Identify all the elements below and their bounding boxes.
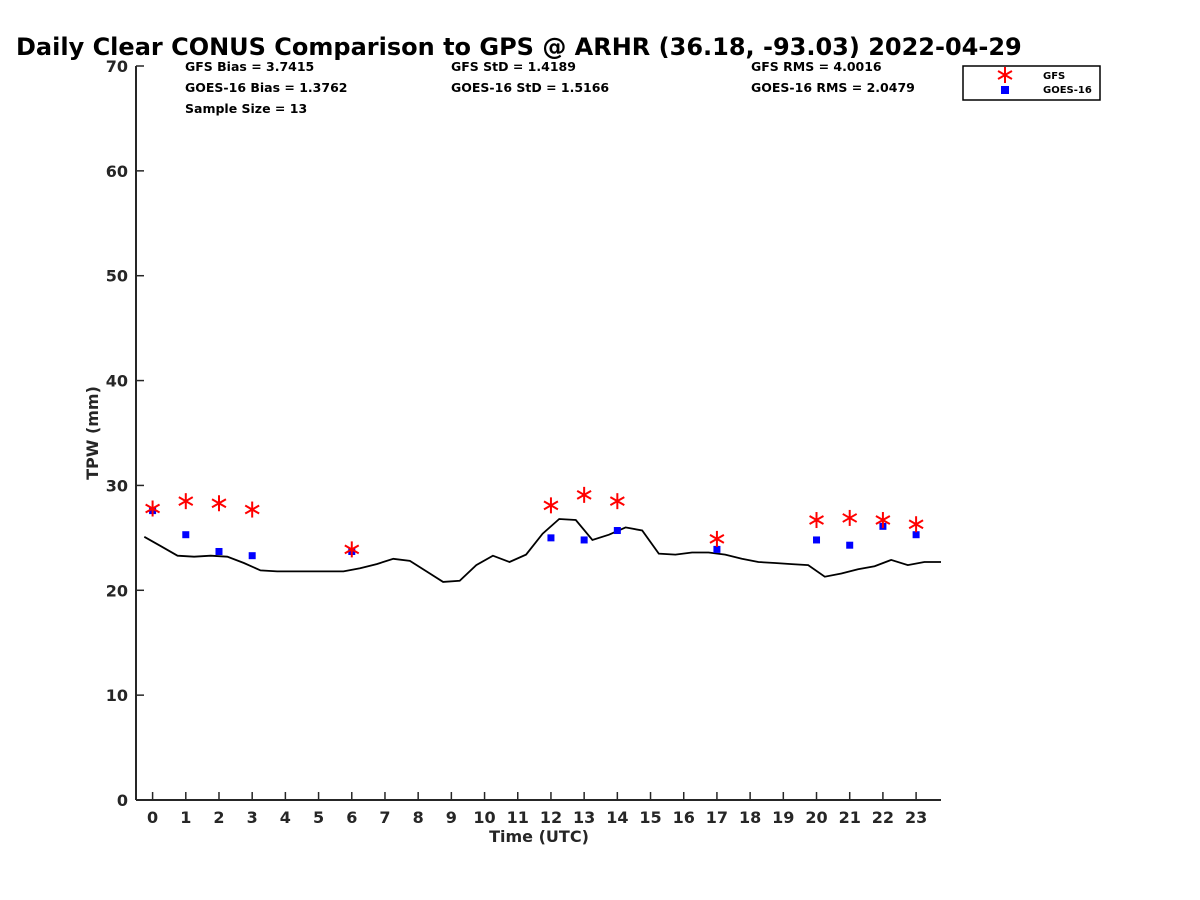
x-tick-label: 12 (540, 808, 562, 827)
x-tick-label: 2 (213, 808, 224, 827)
gfs-point (576, 486, 592, 503)
stat-text: GOES-16 StD = 1.5166 (451, 80, 609, 95)
goes16-point (248, 552, 256, 560)
y-tick-label: 40 (106, 372, 128, 391)
x-tick-label: 23 (905, 808, 927, 827)
x-tick-label: 0 (147, 808, 158, 827)
x-tick-label: 4 (280, 808, 291, 827)
chart-title: Daily Clear CONUS Comparison to GPS @ AR… (16, 33, 1022, 61)
gfs-point (609, 493, 625, 510)
goes16-point (613, 527, 621, 535)
stat-text: GFS StD = 1.4189 (451, 59, 576, 74)
legend: GFS GOES-16 (962, 65, 1101, 101)
x-tick-label: 11 (507, 808, 529, 827)
stat-text: GOES-16 RMS = 2.0479 (751, 80, 915, 95)
x-tick-label: 21 (839, 808, 861, 827)
x-tick-label: 10 (473, 808, 495, 827)
x-tick-label: 7 (379, 808, 390, 827)
goes16-point (215, 547, 223, 555)
x-axis-label: Time (UTC) (489, 827, 589, 846)
gps-tpw-line (143, 518, 941, 583)
y-tick-label: 10 (106, 686, 128, 705)
x-tick-label: 1 (180, 808, 191, 827)
gfs-point (211, 495, 227, 512)
y-tick-label: 20 (106, 581, 128, 600)
x-tick-label: 6 (346, 808, 357, 827)
goes16-point (580, 536, 588, 544)
statistics-block: GFS Bias = 3.7415 GOES-16 Bias = 1.3762 Sa… (185, 59, 915, 116)
goes16-point (547, 534, 555, 542)
x-tick-label: 5 (313, 808, 324, 827)
goes16-point (846, 541, 854, 549)
y-tick-label: 0 (117, 791, 128, 810)
y-tick-label: 60 (106, 162, 128, 181)
stat-text: GFS RMS = 4.0016 (751, 59, 882, 74)
goes16-point (813, 536, 821, 544)
goes16-point (912, 531, 920, 539)
gfs-point (709, 530, 725, 547)
gfs-point (842, 509, 858, 526)
x-tick-label: 13 (573, 808, 595, 827)
gfs-point (244, 501, 260, 518)
y-tick-label: 50 (106, 267, 128, 286)
legend-goes16-label: GOES-16 (1043, 85, 1092, 96)
gfs-point (908, 516, 924, 533)
legend-gfs-label: GFS (1043, 71, 1065, 82)
legend-gfs-marker (997, 67, 1013, 83)
goes16-point (713, 545, 721, 553)
gfs-point (344, 541, 360, 558)
x-tick-label: 22 (872, 808, 894, 827)
x-tick-label: 18 (739, 808, 761, 827)
stat-text: GOES-16 Bias = 1.3762 (185, 80, 347, 95)
gfs-point (809, 512, 824, 529)
legend-box (962, 65, 1101, 101)
x-tick-label: 3 (247, 808, 258, 827)
x-tick-label: 19 (772, 808, 794, 827)
x-tick-label: 8 (413, 808, 424, 827)
x-tick-label: 17 (706, 808, 728, 827)
gfs-point (543, 497, 559, 514)
x-tick-label: 16 (673, 808, 695, 827)
x-tick-label: 9 (446, 808, 457, 827)
y-tick-label: 30 (106, 476, 128, 495)
gfs-point (875, 512, 891, 529)
gfs-point (178, 493, 194, 510)
legend-goes16-marker (1001, 86, 1009, 94)
y-axis-label: TPW (mm) (83, 386, 102, 480)
stat-text: GFS Bias = 3.7415 (185, 59, 314, 74)
x-tick-label: 14 (606, 808, 628, 827)
goes16-point (182, 531, 190, 539)
x-tick-label: 20 (805, 808, 827, 827)
stat-text: Sample Size = 13 (185, 101, 307, 116)
y-tick-label: 70 (106, 57, 128, 76)
gfs-point (145, 500, 161, 517)
x-tick-label: 15 (639, 808, 661, 827)
